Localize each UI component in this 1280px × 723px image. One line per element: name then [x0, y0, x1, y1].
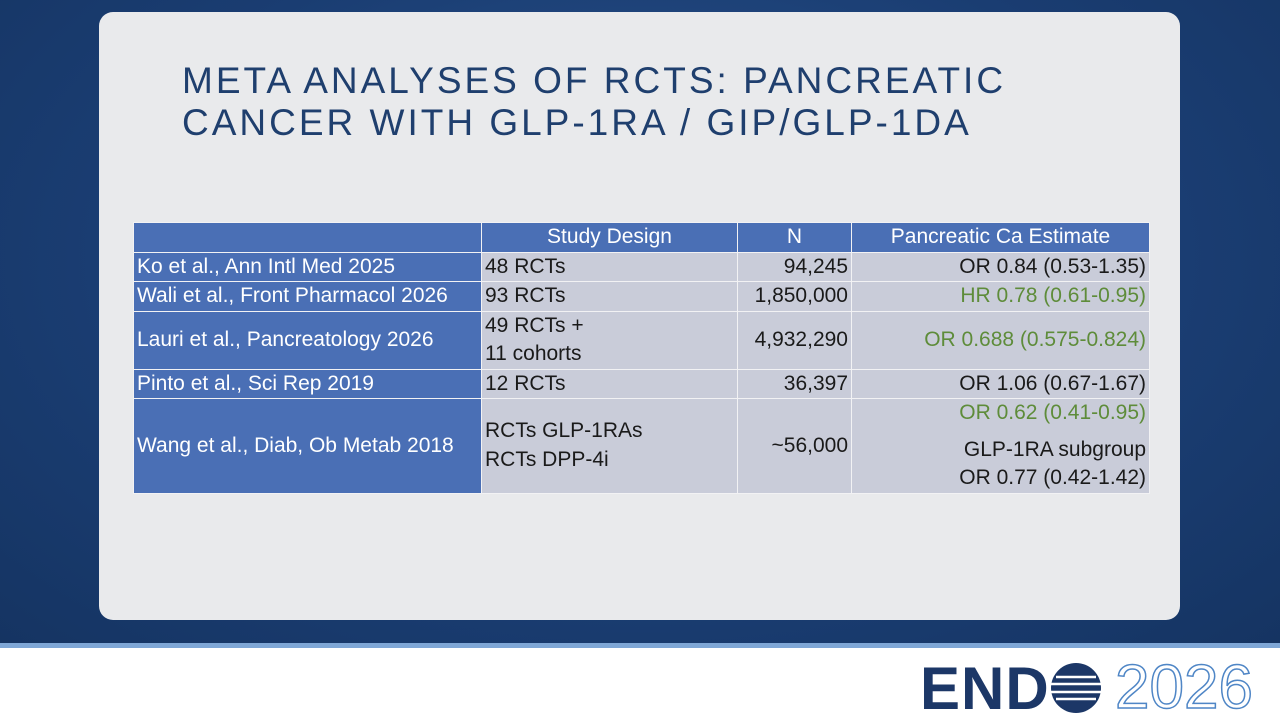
estimate-cell: OR 0.688 (0.575-0.824) — [851, 310, 1150, 370]
estimate-line: OR 0.62 (0.41-0.95) — [959, 401, 1146, 424]
estimate-cell: OR 0.84 (0.53-1.35) — [851, 251, 1150, 282]
header-cell — [133, 222, 482, 253]
header-cell: N — [737, 222, 852, 253]
table-row: Wali et al., Front Pharmacol 2026 93 RCTs… — [133, 281, 1150, 312]
study-cell: Lauri et al., Pancreatology 2026 — [133, 310, 482, 370]
table: Study Design N Pancreatic Ca Estimate Ko et… — [133, 222, 1150, 494]
design-line: 11 cohorts — [485, 342, 582, 365]
estimate-line: HR 0.78 (0.61-0.95) — [960, 284, 1146, 307]
estimate-line: GLP-1RA subgroup — [963, 437, 1146, 461]
estimate-cell: OR 0.62 (0.41-0.95) GLP-1RA subgroup OR 0.… — [851, 398, 1150, 494]
study-cell: Wali et al., Front Pharmacol 2026 — [133, 281, 482, 312]
n-cell: 94,245 — [737, 251, 852, 282]
design-line: 93 RCTs — [485, 284, 566, 307]
study-cell: Pinto et al., Sci Rep 2019 — [133, 368, 482, 399]
logo-text: END — [920, 655, 1050, 722]
design-line: 12 RCTs — [485, 371, 566, 395]
design-cell: 93 RCTs — [481, 281, 738, 312]
globe — [1051, 663, 1101, 713]
n-cell: 4,932,290 — [737, 310, 852, 370]
header-row: Study Design N Pancreatic Ca Estimate — [133, 222, 1150, 253]
design-line: RCTs GLP-1RAs — [485, 419, 643, 443]
n-cell: 1,850,000 — [737, 281, 852, 312]
design-cell: RCTs GLP-1RAs RCTs DPP-4i — [481, 398, 738, 494]
logo-year: 2026 — [1114, 652, 1253, 723]
design-cell: 48 RCTs — [481, 251, 738, 282]
design-line: 48 RCTs — [485, 254, 566, 278]
design-line: 49 RCTs + — [485, 313, 584, 337]
design-line: RCTs DPP-4i — [485, 447, 609, 471]
header-cell: Study Design — [481, 222, 738, 253]
estimate-line: OR 0.84 (0.53-1.35) — [959, 254, 1146, 278]
logo-globe — [1051, 663, 1101, 713]
estimate-cell: HR 0.78 (0.61-0.95) — [851, 281, 1150, 312]
table-row: Lauri et al., Pancreatology 2026 49 RCTs … — [133, 310, 1150, 370]
design-cell: 49 RCTs + 11 cohorts — [481, 310, 738, 370]
estimate-line: OR 0.688 (0.575-0.824) — [924, 327, 1146, 351]
slide-title: META ANALYSES OF RCTS: PANCREATIC CANCER … — [182, 60, 1006, 144]
design-cell: 12 RCTs — [481, 368, 738, 399]
globe-lines — [1051, 675, 1101, 701]
study-cell: Ko et al., Ann Intl Med 2025 — [133, 251, 482, 282]
table-row: Pinto et al., Sci Rep 2019 12 RCTs 36,397 O… — [133, 368, 1150, 399]
estimate-line: OR 0.77 (0.42-1.42) — [959, 466, 1146, 489]
estimate-line: OR 1.06 (0.67-1.67) — [959, 371, 1146, 395]
n-cell: 36,397 — [737, 368, 852, 399]
table-row: Wang et al., Diab, Ob Metab 2018 RCTs GLP… — [133, 398, 1150, 494]
header-cell: Pancreatic Ca Estimate — [851, 222, 1150, 253]
n-cell: ~56,000 — [737, 398, 852, 494]
title-line: META ANALYSES OF RCTS: PANCREATIC — [182, 60, 1007, 101]
estimate-cell: OR 1.06 (0.67-1.67) — [851, 368, 1150, 399]
stripe — [0, 643, 1280, 648]
study-cell: Wang et al., Diab, Ob Metab 2018 — [133, 398, 482, 494]
table-row: Ko et al., Ann Intl Med 2025 48 RCTs 94,24… — [133, 251, 1150, 282]
title-line: CANCER WITH GLP-1RA / GIP/GLP-1DA — [182, 102, 972, 143]
